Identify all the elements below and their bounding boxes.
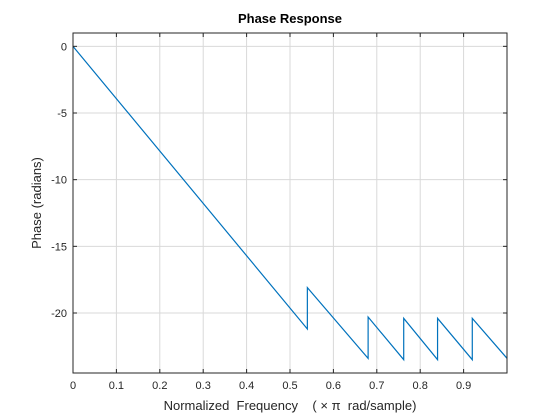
phase-series-line (72, 45, 508, 362)
x-tick-label: 0.9 (456, 380, 471, 392)
x-tick-label: 0.8 (413, 380, 428, 392)
x-tick-label: 0.2 (152, 380, 167, 392)
y-tick-label: -5 (57, 108, 67, 120)
x-tick-label: 0.1 (109, 380, 124, 392)
y-tick-label: -20 (51, 308, 67, 320)
y-tick-label: -10 (51, 175, 67, 187)
x-tick-label: 0.4 (239, 380, 254, 392)
x-axis-label: Normalized Frequency ( × π rad/sample) (164, 398, 417, 413)
chart-title: Phase Response (238, 11, 342, 26)
y-tick-label: -15 (51, 241, 67, 253)
axis-ticks: 0 0.1 0.2 0.3 0.4 0.5 0.6 0.7 0.8 0.9 0 -5 -10 -15 -20 (51, 33, 507, 392)
y-axis-label: Phase (radians) (29, 157, 44, 249)
x-tick-label: 0.6 (326, 380, 341, 392)
x-tick-label: 0 (70, 380, 76, 392)
x-tick-label: 0.3 (196, 380, 211, 392)
grid-lines (72, 33, 507, 373)
y-tick-label: 0 (61, 41, 67, 53)
x-tick-label: 0.7 (369, 380, 384, 392)
x-tick-label: 0.5 (282, 380, 297, 392)
